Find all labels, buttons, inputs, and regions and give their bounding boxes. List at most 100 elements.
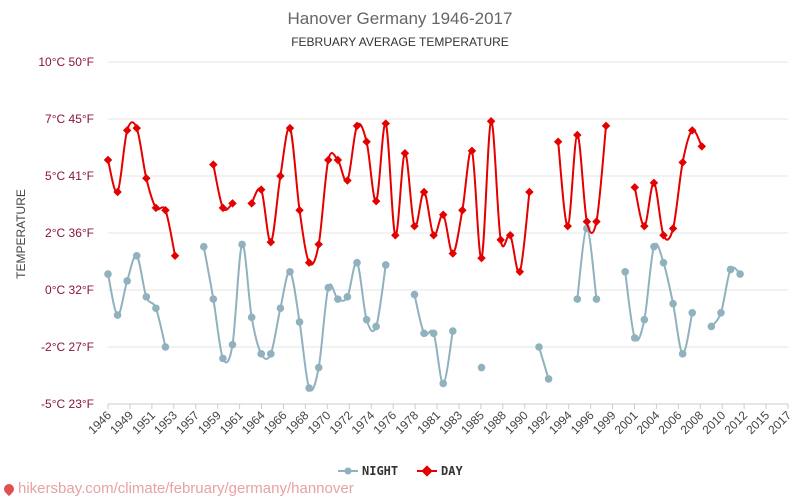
data-point[interactable] (668, 224, 678, 233)
data-point[interactable] (525, 187, 534, 197)
data-point[interactable] (621, 267, 629, 276)
legend-item-night[interactable]: NIGHT (338, 464, 398, 478)
data-point[interactable] (630, 183, 640, 192)
data-point[interactable] (352, 121, 362, 131)
data-point[interactable] (362, 137, 371, 147)
data-point[interactable] (535, 343, 543, 351)
data-point[interactable] (582, 217, 592, 226)
data-point[interactable] (132, 252, 141, 260)
watermark[interactable]: hikersbay.com/climate/february/germany/h… (1, 480, 354, 497)
data-point[interactable] (152, 304, 160, 313)
data-point[interactable] (467, 146, 477, 156)
data-point[interactable] (304, 258, 314, 267)
data-point[interactable] (448, 327, 457, 335)
data-point[interactable] (113, 187, 122, 197)
data-point[interactable] (438, 210, 448, 220)
data-point[interactable] (238, 240, 246, 249)
data-point[interactable] (448, 249, 458, 258)
data-point[interactable] (371, 196, 381, 206)
data-point[interactable] (410, 290, 419, 299)
data-point[interactable] (113, 311, 122, 319)
data-point[interactable] (717, 309, 725, 317)
data-point[interactable] (381, 119, 390, 128)
data-point[interactable] (573, 130, 582, 140)
data-point[interactable] (391, 231, 400, 240)
data-point[interactable] (228, 199, 237, 208)
data-point[interactable] (209, 160, 218, 169)
data-point[interactable] (736, 270, 744, 278)
data-point[interactable] (563, 221, 572, 231)
data-point[interactable] (486, 117, 496, 126)
data-point[interactable] (333, 155, 343, 165)
data-point[interactable] (659, 258, 668, 267)
data-point[interactable] (161, 343, 170, 351)
data-point[interactable] (553, 137, 563, 147)
data-point[interactable] (276, 304, 285, 313)
data-point[interactable] (343, 176, 352, 185)
data-point[interactable] (362, 315, 371, 324)
data-point[interactable] (161, 205, 170, 215)
data-point[interactable] (353, 258, 361, 267)
data-point[interactable] (314, 240, 323, 249)
data-point[interactable] (496, 235, 505, 245)
data-point[interactable] (132, 123, 141, 133)
data-point[interactable] (123, 277, 131, 285)
data-point[interactable] (267, 350, 275, 358)
data-point[interactable] (218, 203, 228, 213)
data-point[interactable] (257, 350, 266, 358)
data-point[interactable] (228, 340, 237, 349)
data-point[interactable] (649, 178, 659, 188)
data-point[interactable] (103, 155, 113, 165)
data-point[interactable] (640, 315, 649, 324)
data-point[interactable] (104, 270, 112, 278)
data-point[interactable] (295, 205, 304, 215)
data-point[interactable] (601, 121, 611, 131)
data-point[interactable] (266, 237, 276, 247)
data-point[interactable] (295, 318, 304, 326)
data-point[interactable] (678, 350, 687, 358)
data-point[interactable] (592, 295, 601, 303)
data-point[interactable] (381, 261, 390, 269)
data-point[interactable] (199, 242, 208, 251)
data-point[interactable] (372, 322, 380, 331)
data-point[interactable] (697, 142, 707, 151)
data-point[interactable] (688, 309, 697, 317)
data-point[interactable] (324, 283, 333, 292)
data-point[interactable] (630, 334, 639, 342)
data-point[interactable] (707, 322, 716, 331)
data-point[interactable] (592, 217, 601, 226)
data-point[interactable] (247, 199, 256, 208)
data-point[interactable] (678, 158, 687, 167)
data-point[interactable] (209, 295, 218, 303)
data-point[interactable] (477, 253, 486, 263)
data-point[interactable] (429, 231, 438, 240)
data-point[interactable] (151, 203, 161, 213)
data-point[interactable] (420, 329, 428, 338)
data-point[interactable] (419, 187, 429, 197)
legend-item-day[interactable]: DAY (417, 464, 463, 478)
data-point[interactable] (324, 155, 333, 165)
data-point[interactable] (573, 295, 582, 303)
data-point[interactable] (726, 265, 735, 274)
data-point[interactable] (439, 379, 448, 388)
data-point[interactable] (410, 221, 419, 231)
data-point[interactable] (515, 267, 525, 277)
data-point[interactable] (544, 375, 553, 383)
data-point[interactable] (659, 231, 668, 240)
data-point[interactable] (669, 299, 677, 308)
data-point[interactable] (477, 363, 486, 372)
data-point[interactable] (650, 242, 658, 251)
data-point[interactable] (247, 313, 256, 322)
data-point[interactable] (122, 126, 132, 135)
data-point[interactable] (506, 231, 515, 240)
data-point[interactable] (142, 174, 151, 183)
data-point[interactable] (170, 251, 180, 261)
data-point[interactable] (429, 329, 438, 338)
data-point[interactable] (305, 384, 313, 392)
data-point[interactable] (286, 267, 294, 276)
data-point[interactable] (400, 148, 410, 158)
data-point[interactable] (142, 293, 151, 301)
data-point[interactable] (458, 205, 467, 215)
data-point[interactable] (334, 295, 342, 303)
data-point[interactable] (314, 363, 323, 372)
